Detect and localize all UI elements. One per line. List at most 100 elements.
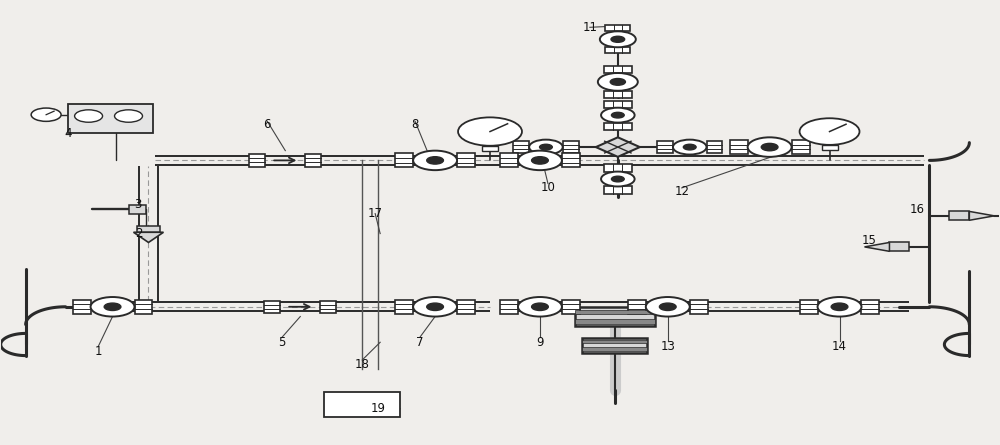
Bar — [575, 310, 655, 314]
Bar — [500, 153, 518, 167]
Bar — [605, 47, 630, 53]
Bar — [822, 145, 838, 150]
Bar — [861, 299, 879, 314]
Bar — [604, 101, 632, 108]
Bar — [129, 205, 146, 214]
Text: 11: 11 — [582, 21, 597, 34]
Bar — [135, 299, 152, 314]
Bar — [457, 299, 475, 314]
Text: 13: 13 — [660, 340, 675, 353]
Circle shape — [518, 151, 562, 170]
Circle shape — [748, 138, 792, 157]
Text: 15: 15 — [862, 234, 877, 247]
Bar — [575, 319, 655, 324]
Bar — [800, 299, 818, 314]
Circle shape — [540, 144, 552, 150]
Circle shape — [601, 172, 635, 186]
Bar — [562, 299, 580, 314]
Bar — [562, 153, 580, 167]
Polygon shape — [596, 138, 640, 157]
Circle shape — [600, 31, 636, 47]
Text: 5: 5 — [279, 336, 286, 349]
Circle shape — [104, 303, 121, 311]
Circle shape — [611, 36, 625, 42]
Polygon shape — [864, 243, 889, 251]
Text: 7: 7 — [416, 336, 424, 349]
Circle shape — [673, 140, 707, 154]
Text: 9: 9 — [536, 336, 544, 349]
Bar — [305, 154, 321, 166]
Circle shape — [518, 297, 562, 316]
Bar — [563, 141, 579, 153]
Text: 14: 14 — [832, 340, 847, 353]
Bar — [707, 141, 722, 153]
Bar — [605, 25, 630, 31]
Bar — [690, 299, 708, 314]
Text: 10: 10 — [540, 181, 555, 194]
Text: 4: 4 — [65, 127, 72, 140]
Circle shape — [800, 118, 860, 145]
Bar — [604, 186, 632, 194]
Circle shape — [598, 73, 638, 91]
Bar — [657, 141, 673, 153]
Circle shape — [601, 108, 635, 123]
Circle shape — [659, 303, 676, 311]
Circle shape — [646, 297, 690, 316]
Circle shape — [427, 303, 443, 311]
Bar — [482, 146, 498, 151]
Text: 12: 12 — [674, 185, 689, 198]
Circle shape — [413, 297, 457, 316]
Circle shape — [458, 117, 522, 146]
Circle shape — [31, 108, 61, 121]
Bar — [628, 299, 646, 314]
Text: 19: 19 — [371, 402, 386, 415]
Circle shape — [761, 143, 778, 151]
Circle shape — [529, 140, 563, 154]
Text: 18: 18 — [355, 358, 370, 371]
Circle shape — [75, 110, 103, 122]
Circle shape — [91, 297, 135, 316]
Text: 8: 8 — [411, 118, 419, 131]
Bar — [73, 299, 91, 314]
Text: 16: 16 — [910, 202, 925, 216]
Circle shape — [427, 157, 443, 164]
Bar — [604, 165, 632, 172]
Bar — [324, 392, 400, 417]
Circle shape — [611, 176, 624, 182]
Bar — [513, 141, 529, 153]
Bar — [249, 154, 265, 166]
Bar — [575, 307, 655, 326]
Polygon shape — [969, 211, 994, 220]
Text: 2: 2 — [135, 227, 142, 240]
Text: 1: 1 — [95, 344, 102, 358]
Bar — [500, 299, 518, 314]
Bar — [604, 123, 632, 129]
Circle shape — [611, 112, 624, 118]
Bar — [582, 338, 647, 353]
Text: 3: 3 — [134, 198, 141, 211]
Bar — [604, 91, 632, 98]
Bar — [68, 104, 153, 133]
Text: 6: 6 — [264, 118, 271, 131]
Circle shape — [683, 144, 696, 150]
Bar — [792, 140, 810, 154]
Bar — [949, 211, 969, 220]
Text: 17: 17 — [368, 207, 383, 220]
Circle shape — [413, 151, 457, 170]
Bar — [264, 300, 280, 313]
Circle shape — [818, 297, 861, 316]
Circle shape — [115, 110, 142, 122]
Bar — [730, 140, 748, 154]
Circle shape — [831, 303, 848, 311]
Bar — [395, 299, 413, 314]
Bar — [395, 153, 413, 167]
Bar — [889, 243, 909, 251]
Bar — [582, 347, 647, 351]
Circle shape — [532, 303, 548, 311]
Bar — [457, 153, 475, 167]
Circle shape — [610, 78, 625, 85]
Bar — [582, 340, 647, 344]
Bar — [137, 226, 160, 232]
Bar — [320, 300, 336, 313]
Circle shape — [532, 157, 548, 164]
